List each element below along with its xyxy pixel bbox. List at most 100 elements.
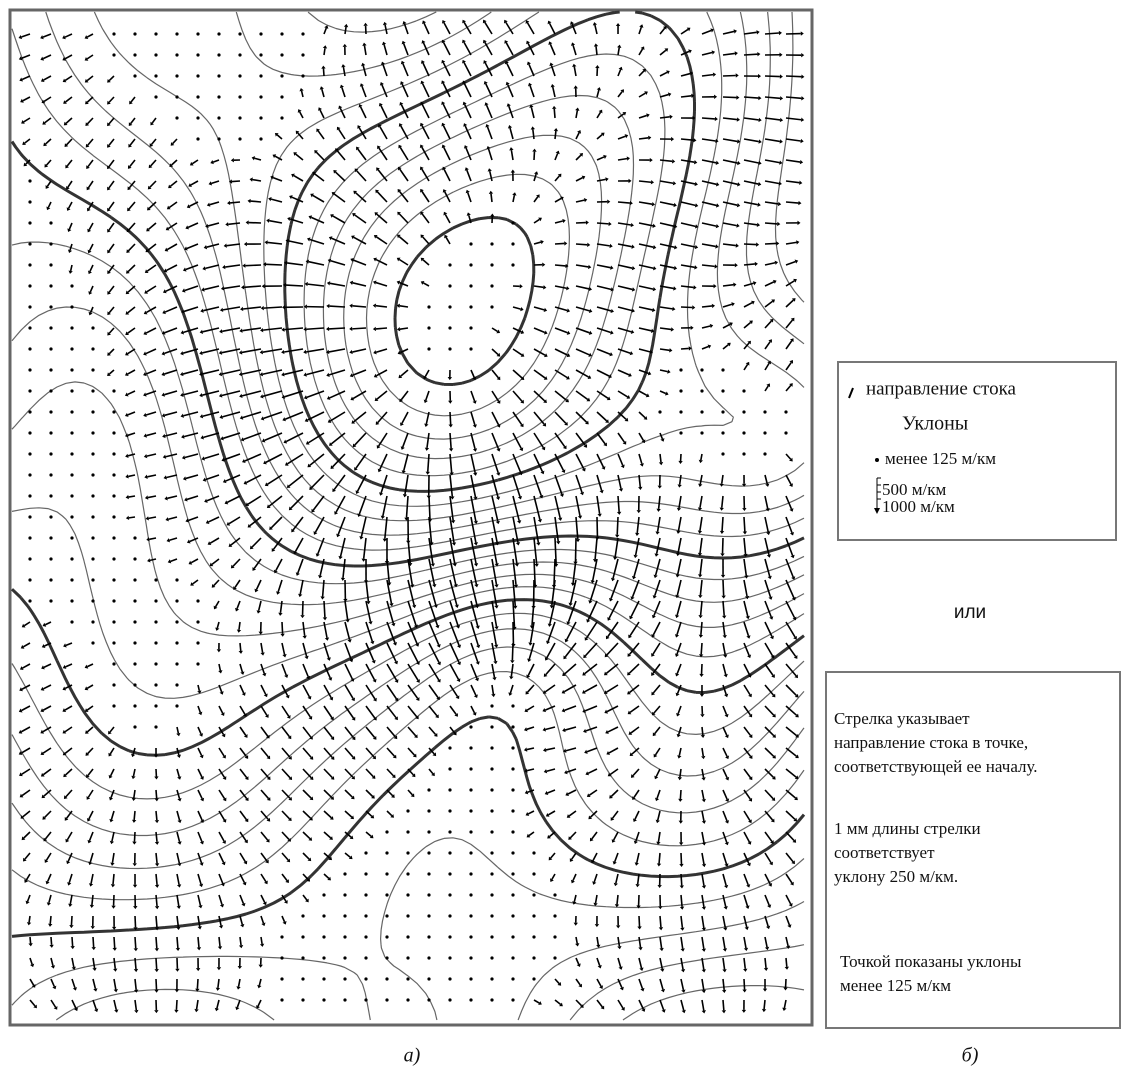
- slope-dot: [301, 998, 304, 1001]
- flow-arrow: [744, 958, 745, 969]
- flow-arrow: [534, 242, 541, 244]
- slope-dot: [133, 32, 136, 35]
- flow-arrow: [150, 181, 156, 187]
- arrow-head: [632, 266, 635, 270]
- arrow-head: [702, 969, 706, 972]
- flow-arrow: [573, 45, 576, 55]
- flow-arrow: [723, 706, 727, 715]
- flow-arrow: [44, 664, 51, 667]
- flow-arrow: [383, 64, 387, 76]
- flow-arrow: [210, 538, 219, 543]
- flow-arrow: [660, 72, 667, 76]
- slope-dot: [511, 788, 514, 791]
- arrow-head: [758, 74, 761, 78]
- flow-arrow: [240, 643, 241, 651]
- arrow-head: [617, 45, 621, 48]
- arrow-head: [222, 265, 225, 269]
- arrow-head: [733, 283, 736, 287]
- arrow-head: [177, 884, 181, 887]
- flow-arrow: [568, 790, 576, 794]
- flow-arrow: [576, 328, 590, 333]
- arrow-head: [678, 799, 682, 802]
- arrow-head: [723, 635, 727, 638]
- arrow-head: [110, 863, 114, 866]
- flow-arrow: [128, 433, 135, 435]
- flow-arrow: [786, 601, 794, 618]
- flow-arrow: [658, 811, 660, 820]
- flow-arrow: [702, 727, 703, 735]
- slope-dot: [427, 935, 430, 938]
- flow-arrow: [404, 24, 408, 34]
- flow-arrow: [72, 937, 73, 946]
- slope-dot: [301, 914, 304, 917]
- slope-dot: [112, 557, 115, 560]
- arrow-head: [691, 326, 694, 330]
- flow-arrow: [282, 811, 290, 819]
- slope-dot: [406, 893, 409, 896]
- flow-arrow: [110, 727, 114, 732]
- slope-dot: [91, 431, 94, 434]
- flow-arrow: [336, 172, 345, 181]
- flow-arrow: [284, 349, 303, 352]
- arrow-head: [259, 965, 263, 968]
- arrow-head: [493, 661, 497, 664]
- flow-arrow: [89, 223, 93, 230]
- flow-arrow: [723, 958, 725, 969]
- arrow-head: [163, 455, 166, 459]
- arrow-head: [511, 170, 515, 173]
- flow-arrow: [128, 370, 135, 374]
- flow-arrow: [655, 727, 660, 734]
- flow-arrow: [597, 179, 606, 181]
- flow-arrow: [252, 180, 261, 181]
- slope-dot: [70, 473, 73, 476]
- flow-arrow: [639, 27, 641, 34]
- flow-arrow: [259, 601, 261, 611]
- flow-arrow: [546, 664, 555, 675]
- flow-arrow: [660, 28, 665, 34]
- flow-arrow: [239, 979, 240, 987]
- slope-dot: [112, 32, 115, 35]
- arrow-head: [265, 240, 268, 244]
- flow-arrow: [555, 198, 561, 202]
- flow-arrow: [723, 285, 734, 286]
- slope-dot: [364, 998, 367, 1001]
- flow-arrow: [723, 97, 736, 98]
- flow-arrow: [639, 433, 643, 441]
- flow-arrow: [170, 181, 177, 186]
- flow-arrow: [224, 454, 240, 460]
- arrow-head: [144, 475, 147, 479]
- arrow-head: [742, 989, 746, 992]
- arrow-head: [70, 946, 74, 949]
- flow-arrow: [30, 958, 32, 964]
- flow-arrow: [387, 769, 394, 776]
- slope-dot: [385, 914, 388, 917]
- slope-dot: [280, 116, 283, 119]
- flow-arrow: [723, 304, 732, 307]
- flow-arrow: [444, 169, 450, 181]
- arrow-head: [528, 642, 532, 645]
- slope-dot: [406, 914, 409, 917]
- flow-arrow: [21, 34, 30, 37]
- slope-dot: [364, 935, 367, 938]
- flow-arrow: [450, 433, 451, 448]
- arrow-head: [735, 263, 738, 267]
- flow-arrow: [128, 412, 135, 415]
- flow-arrow: [198, 895, 200, 905]
- slope-dot: [91, 410, 94, 413]
- flow-arrow: [618, 475, 621, 489]
- flow-arrow: [424, 23, 429, 34]
- flow-arrow: [146, 328, 156, 333]
- flow-arrow: [134, 811, 135, 820]
- flow-arrow: [146, 412, 156, 415]
- arrow-head: [764, 968, 768, 971]
- flow-arrow: [133, 769, 135, 776]
- slope-dot: [721, 368, 724, 371]
- slope-dot: [448, 914, 451, 917]
- flow-arrow: [555, 475, 562, 494]
- flow-arrow: [744, 54, 757, 55]
- flow-arrow: [212, 559, 219, 564]
- flow-arrow: [744, 559, 746, 576]
- arrow-head: [744, 948, 748, 951]
- arrow-head: [607, 199, 610, 203]
- arrow-head: [551, 84, 555, 87]
